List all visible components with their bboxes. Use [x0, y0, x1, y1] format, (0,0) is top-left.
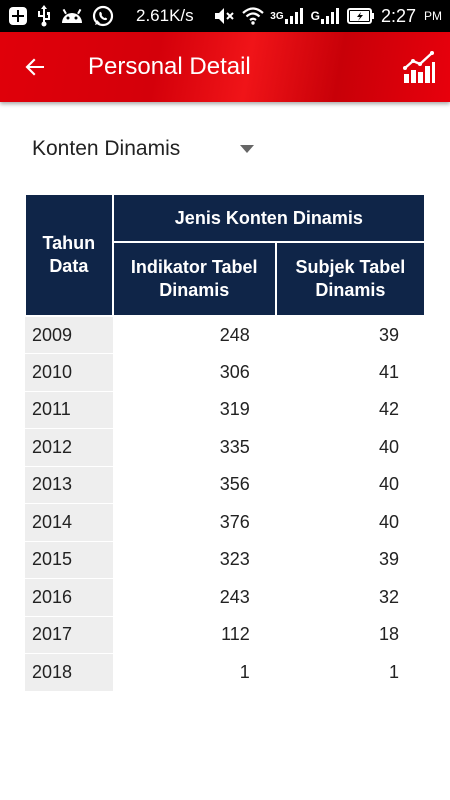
- cell-year: 2011: [25, 391, 113, 429]
- cell-indikator: 376: [112, 503, 276, 542]
- cell-indikator: 323: [112, 541, 276, 579]
- cell-subjek: 41: [275, 353, 425, 392]
- cell-subjek: 39: [275, 541, 425, 579]
- app-bar: Personal Detail: [0, 32, 450, 102]
- bar-chart-trend-icon: [403, 51, 435, 83]
- content-type-dropdown[interactable]: Konten Dinamis: [24, 128, 264, 170]
- table-row: 2014 376 40: [25, 503, 425, 542]
- header-indikator: Indikator Tabel Dinamis: [111, 241, 277, 317]
- cell-subjek: 39: [275, 316, 425, 354]
- cell-year: 2018: [25, 653, 113, 692]
- cell-subjek: 40: [275, 503, 425, 542]
- cell-subjek: 32: [275, 578, 425, 617]
- table-row: 2012 335 40: [25, 428, 425, 467]
- cell-indikator: 248: [112, 316, 276, 354]
- dropdown-selected-value: Konten Dinamis: [32, 137, 181, 160]
- cell-indikator: 112: [112, 616, 276, 654]
- network-speed: 2.61K/s: [136, 6, 194, 25]
- cell-year: 2014: [25, 503, 113, 542]
- wifi-icon: [242, 7, 265, 25]
- cell-indikator: 306: [112, 353, 276, 392]
- cell-year: 2009: [25, 316, 113, 354]
- cell-subjek: 40: [275, 466, 425, 504]
- cell-indikator: 319: [112, 391, 276, 429]
- battery-charging-icon: [346, 8, 375, 24]
- mute-icon: [214, 7, 236, 25]
- header-year: Tahun Data: [24, 193, 114, 317]
- table-row: 2011 319 42: [25, 391, 425, 429]
- header-subjek: Subjek Tabel Dinamis: [274, 241, 427, 317]
- cell-indikator: 335: [112, 428, 276, 467]
- cell-year: 2012: [25, 428, 113, 467]
- table-row: 2017 112 18: [25, 616, 425, 654]
- cell-year: 2013: [25, 466, 113, 504]
- cell-year: 2010: [25, 353, 113, 392]
- signal-3g-icon: 3G: [270, 8, 304, 24]
- cell-indikator: 1: [112, 653, 276, 692]
- table-row: 2009 248 39: [25, 316, 425, 354]
- header-group: Jenis Konten Dinamis: [111, 193, 427, 243]
- table-row: 2015 323 39: [25, 541, 425, 579]
- android-icon: [60, 7, 84, 25]
- usb-icon: [36, 5, 52, 27]
- clock-ampm: PM: [424, 9, 442, 23]
- status-bar-right: 3G G 2:27 PM: [214, 6, 442, 27]
- page-title: Personal Detail: [88, 53, 251, 80]
- chart-button[interactable]: [388, 32, 450, 102]
- clock-time: 2:27: [380, 5, 416, 26]
- signal-g-icon: G: [311, 8, 341, 24]
- arrow-back-icon: [25, 58, 44, 76]
- back-button[interactable]: [0, 32, 70, 102]
- cell-subjek: 1: [275, 653, 425, 692]
- table-row: 2016 243 32: [25, 578, 425, 617]
- cell-year: 2017: [25, 616, 113, 654]
- network-type-label: 3G: [270, 10, 284, 22]
- table-row: 2018 1 1: [25, 653, 425, 692]
- table-row: 2010 306 41: [25, 353, 425, 392]
- dropdown-arrow-icon: [240, 145, 254, 153]
- cell-indikator: 356: [112, 466, 276, 504]
- cell-indikator: 243: [112, 578, 276, 617]
- status-bar: 2.61K/s 3G G 2:27 PM: [0, 0, 450, 32]
- data-table: Tahun Data Jenis Konten Dinamis Indikato…: [24, 193, 427, 692]
- table-row: 2013 356 40: [25, 466, 425, 504]
- status-bar-left: 2.61K/s: [8, 5, 194, 27]
- cell-subjek: 18: [275, 616, 425, 654]
- cell-year: 2016: [25, 578, 113, 617]
- cell-subjek: 40: [275, 428, 425, 467]
- cell-year: 2015: [25, 541, 113, 579]
- cell-subjek: 42: [275, 391, 425, 429]
- add-notification-icon: [8, 6, 28, 26]
- whatsapp-icon: [92, 5, 114, 27]
